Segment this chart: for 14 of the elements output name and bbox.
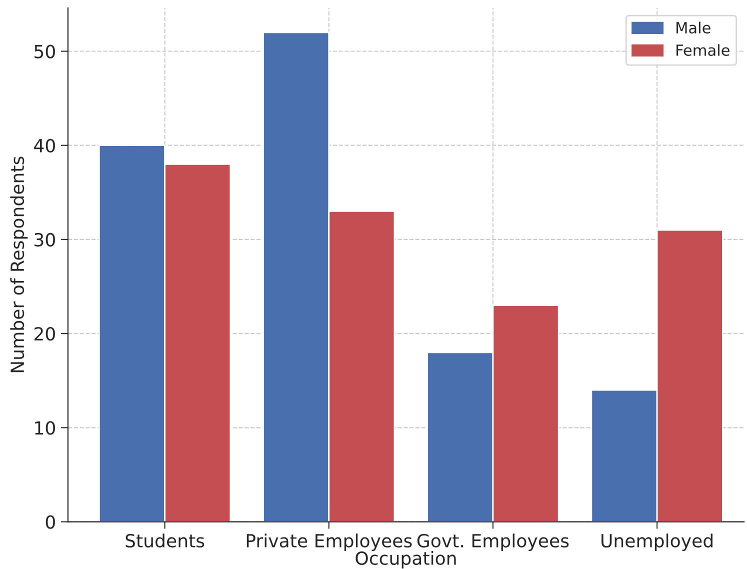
x-tick-label: Students xyxy=(126,534,204,548)
legend-label: Female xyxy=(676,44,730,56)
x-tick-label: Unemployed xyxy=(602,534,712,552)
y-tick-label: 0 xyxy=(46,515,55,529)
y-tick-label: 40 xyxy=(34,138,55,152)
y-axis-title: Number of Respondents xyxy=(10,156,28,372)
y-tick-label: 20 xyxy=(34,327,55,341)
x-tick-label: Govt. Employees xyxy=(417,534,569,552)
legend-label: Male xyxy=(676,22,710,34)
y-tick-label: 50 xyxy=(34,44,55,58)
x-tick-label: Private Employees xyxy=(246,534,412,552)
y-tick-label: 30 xyxy=(34,232,55,247)
y-tick-label: 10 xyxy=(35,421,55,435)
x-axis-title: Occupation xyxy=(356,551,456,569)
